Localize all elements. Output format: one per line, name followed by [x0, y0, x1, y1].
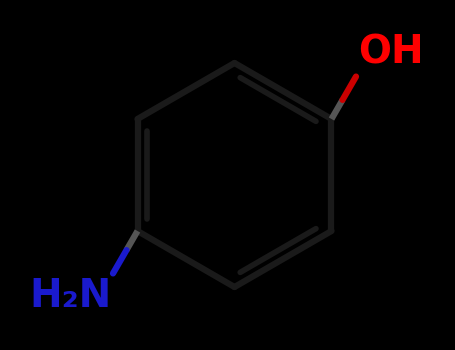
Text: H₂N: H₂N: [29, 277, 111, 315]
Text: OH: OH: [358, 33, 423, 71]
